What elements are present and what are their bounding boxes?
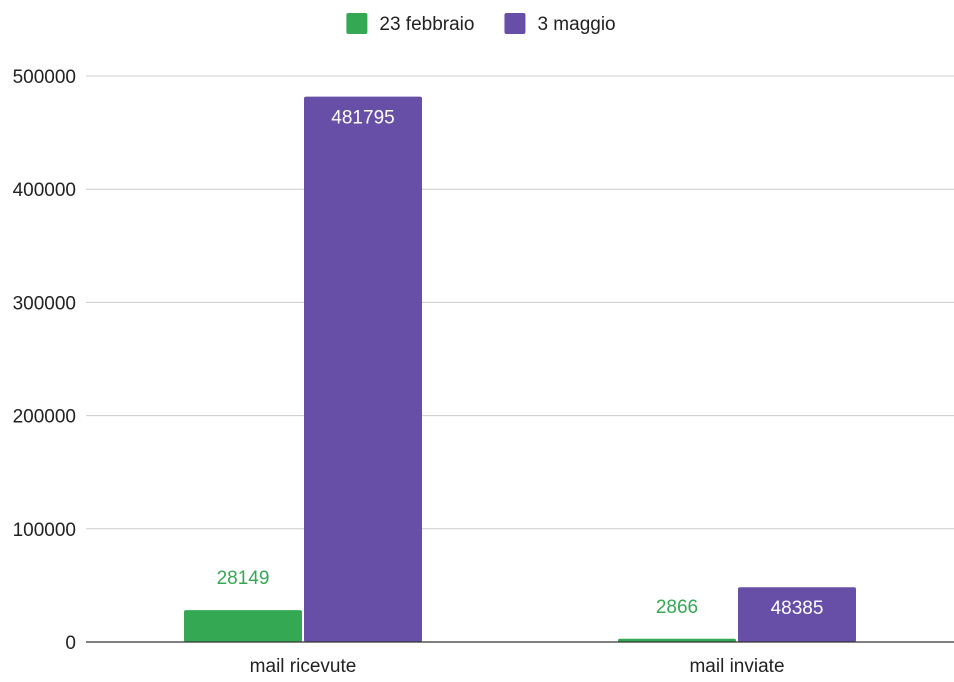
bar <box>618 638 736 642</box>
y-tick-label: 100000 <box>13 520 76 541</box>
bar <box>184 610 302 642</box>
x-tick-label: mail inviate <box>689 656 784 677</box>
legend-swatch <box>346 13 368 34</box>
bar-value-label: 2866 <box>656 597 698 618</box>
legend-item: 23 febbraio <box>346 13 474 35</box>
legend-item: 3 maggio <box>504 13 616 35</box>
x-tick-label: mail ricevute <box>250 656 357 677</box>
y-axis-ticks: 0 100000 200000 300000 400000 500000 <box>13 67 76 654</box>
y-tick-label: 300000 <box>13 293 76 314</box>
bar <box>738 587 856 642</box>
y-tick-label: 0 <box>65 633 76 654</box>
bar-value-label: 48385 <box>771 598 824 619</box>
legend-swatch <box>504 13 526 34</box>
y-tick-label: 500000 <box>13 67 76 88</box>
x-axis-ticks: mail ricevute mail inviate <box>250 656 785 677</box>
legend-label: 3 maggio <box>537 14 615 35</box>
bar-value-label: 28149 <box>217 568 270 589</box>
bar-labels: 28149 481795 2866 48385 <box>217 108 824 620</box>
legend: 23 febbraio 3 maggio <box>346 13 616 35</box>
y-tick-label: 400000 <box>13 180 76 201</box>
bars <box>184 96 856 643</box>
bar <box>304 96 422 643</box>
legend-label: 23 febbraio <box>379 14 474 35</box>
gridlines <box>86 75 954 530</box>
bar-value-label: 481795 <box>331 108 394 129</box>
y-tick-label: 200000 <box>13 407 76 428</box>
